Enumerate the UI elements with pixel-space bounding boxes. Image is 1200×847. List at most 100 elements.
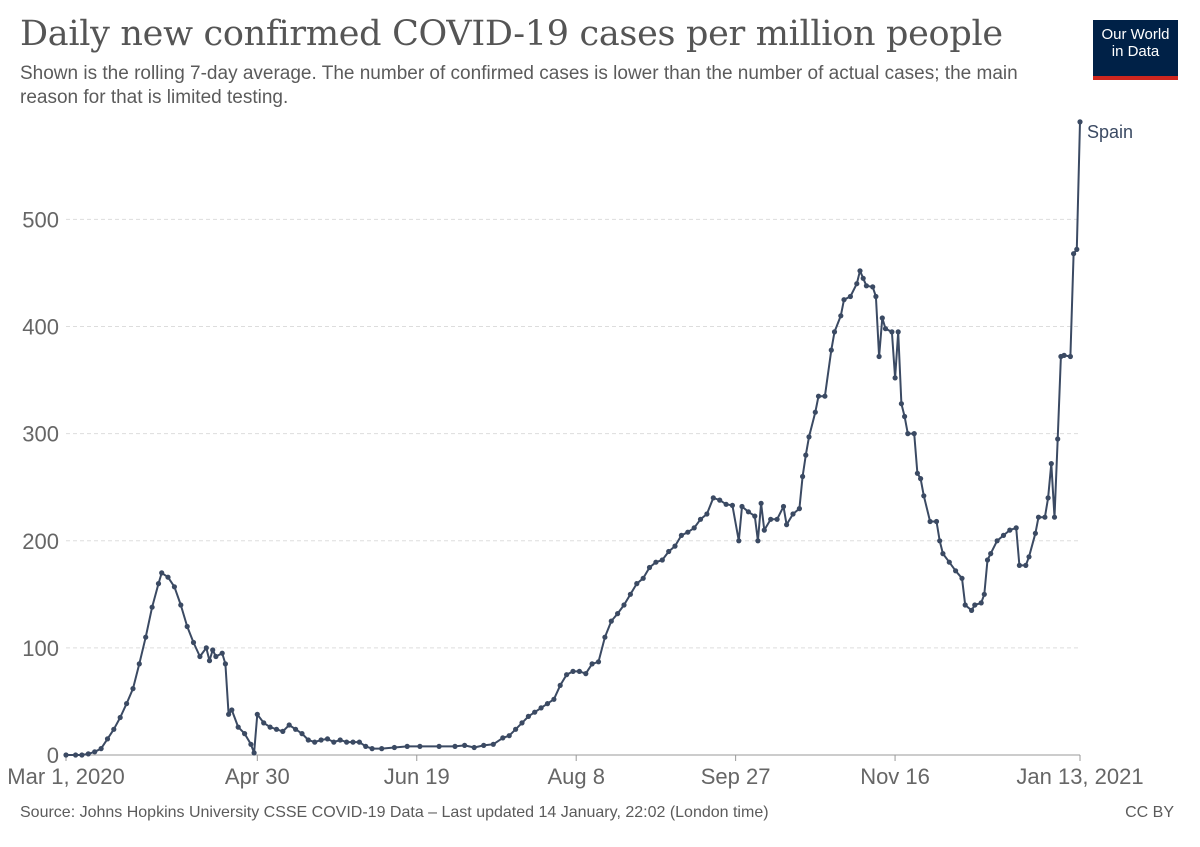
data-point[interactable]: [293, 726, 299, 732]
data-point[interactable]: [627, 591, 634, 597]
data-point[interactable]: [363, 743, 369, 750]
data-point[interactable]: [841, 297, 847, 303]
data-point[interactable]: [646, 564, 653, 571]
data-point[interactable]: [1013, 525, 1019, 531]
data-point[interactable]: [1071, 251, 1077, 257]
data-point[interactable]: [803, 452, 809, 458]
data-point[interactable]: [969, 607, 975, 614]
data-point[interactable]: [235, 724, 241, 730]
data-point[interactable]: [892, 375, 898, 381]
data-point[interactable]: [761, 527, 767, 533]
data-point[interactable]: [882, 326, 889, 332]
data-point[interactable]: [490, 741, 496, 747]
data-point[interactable]: [254, 711, 260, 717]
data-point[interactable]: [895, 329, 901, 335]
data-point[interactable]: [745, 509, 752, 515]
data-point[interactable]: [73, 752, 79, 758]
data-point[interactable]: [752, 513, 758, 519]
data-point[interactable]: [551, 696, 557, 702]
data-point[interactable]: [780, 503, 787, 510]
data-point[interactable]: [972, 602, 978, 608]
data-point[interactable]: [1026, 554, 1032, 560]
data-point[interactable]: [506, 733, 512, 739]
data-point[interactable]: [1045, 495, 1051, 501]
data-point[interactable]: [159, 570, 165, 576]
data-point[interactable]: [937, 538, 943, 544]
data-point[interactable]: [1000, 532, 1007, 539]
data-point[interactable]: [800, 473, 806, 480]
data-point[interactable]: [356, 739, 362, 745]
data-point[interactable]: [369, 746, 375, 752]
data-point[interactable]: [806, 434, 812, 440]
data-point[interactable]: [704, 511, 710, 517]
data-point[interactable]: [589, 661, 595, 667]
data-point[interactable]: [879, 315, 885, 321]
data-point[interactable]: [717, 497, 723, 503]
data-point[interactable]: [739, 503, 745, 510]
data-point[interactable]: [337, 737, 343, 743]
data-point[interactable]: [1042, 514, 1048, 520]
data-point[interactable]: [324, 736, 331, 742]
data-point[interactable]: [984, 557, 991, 563]
data-point[interactable]: [876, 353, 882, 360]
data-point[interactable]: [98, 746, 104, 752]
data-point[interactable]: [331, 739, 337, 745]
data-point[interactable]: [210, 647, 216, 653]
data-point[interactable]: [873, 293, 879, 300]
data-point[interactable]: [898, 401, 905, 407]
data-point[interactable]: [911, 431, 917, 437]
data-point[interactable]: [678, 532, 685, 539]
data-point[interactable]: [889, 329, 895, 335]
data-point[interactable]: [774, 516, 780, 522]
data-point[interactable]: [525, 713, 532, 720]
data-point[interactable]: [615, 611, 621, 617]
data-point[interactable]: [350, 739, 356, 745]
data-point[interactable]: [828, 347, 834, 353]
data-point[interactable]: [988, 551, 994, 557]
data-point[interactable]: [222, 661, 228, 667]
data-point[interactable]: [305, 737, 311, 743]
data-point[interactable]: [155, 581, 162, 587]
data-point[interactable]: [857, 268, 863, 274]
data-point[interactable]: [927, 518, 933, 525]
data-point[interactable]: [1032, 530, 1038, 536]
data-point[interactable]: [136, 661, 142, 667]
data-point[interactable]: [796, 506, 803, 512]
data-point[interactable]: [854, 281, 860, 287]
data-point[interactable]: [85, 751, 91, 757]
data-point[interactable]: [226, 711, 232, 717]
data-point[interactable]: [117, 714, 123, 721]
data-point[interactable]: [583, 671, 589, 677]
data-point[interactable]: [248, 741, 254, 747]
data-point[interactable]: [219, 650, 225, 656]
data-point[interactable]: [634, 581, 640, 587]
data-point[interactable]: [184, 623, 190, 630]
data-point[interactable]: [379, 746, 385, 752]
data-point[interactable]: [532, 709, 538, 715]
data-point[interactable]: [206, 658, 213, 664]
data-point[interactable]: [513, 726, 519, 732]
data-point[interactable]: [481, 742, 487, 749]
data-point[interactable]: [1074, 246, 1080, 252]
data-point[interactable]: [860, 275, 866, 281]
data-point[interactable]: [344, 739, 350, 745]
data-point[interactable]: [685, 529, 691, 535]
data-point[interactable]: [784, 522, 790, 528]
data-point[interactable]: [659, 557, 665, 563]
data-point[interactable]: [286, 722, 292, 728]
data-point[interactable]: [1035, 514, 1042, 520]
data-point[interactable]: [564, 672, 570, 678]
data-point[interactable]: [691, 525, 697, 531]
data-point[interactable]: [165, 574, 171, 580]
data-point[interactable]: [544, 701, 551, 707]
data-point[interactable]: [471, 744, 477, 751]
data-point[interactable]: [203, 645, 209, 651]
data-point[interactable]: [905, 431, 911, 437]
source-note[interactable]: Source: Johns Hopkins University CSSE CO…: [20, 804, 769, 821]
data-point[interactable]: [299, 731, 305, 737]
data-point[interactable]: [242, 731, 248, 737]
data-point[interactable]: [538, 705, 544, 711]
data-point[interactable]: [755, 538, 761, 544]
data-point[interactable]: [790, 511, 796, 517]
data-point[interactable]: [452, 743, 458, 750]
